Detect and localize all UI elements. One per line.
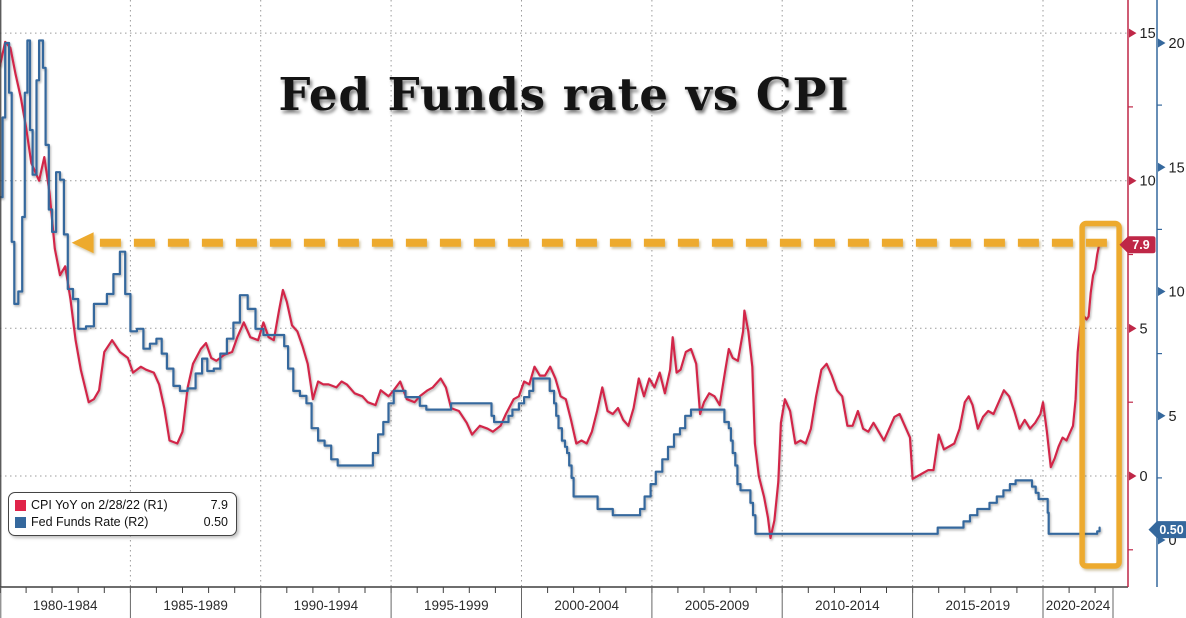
cpi-axis-tick-arrow	[1129, 28, 1137, 38]
legend-item-cpi: CPI YoY on 2/28/22 (R1) 7.9	[15, 497, 228, 513]
cpi-axis-tick-arrow	[1129, 323, 1137, 333]
fedfunds-axis-tick-label: 10	[1169, 285, 1185, 301]
chart-title: Fed Funds rate vs CPI	[278, 68, 850, 121]
data-series	[0, 39, 1101, 540]
chart-legend: CPI YoY on 2/28/22 (R1) 7.9 Fed Funds Ra…	[8, 492, 237, 536]
fedfunds-axis-tick-label: 20	[1169, 36, 1185, 52]
fedfunds-axis-tick-arrow	[1158, 411, 1166, 421]
annotations	[71, 220, 1122, 569]
cpi-axis-tick-label: 0	[1140, 469, 1148, 485]
x-axis-label: 1990-1994	[294, 598, 359, 613]
legend-value: 7.9	[210, 498, 228, 512]
legend-label: Fed Funds Rate (R2)	[31, 515, 149, 529]
x-axis-label: 1980-1984	[33, 598, 98, 613]
cpi-line	[0, 40, 1101, 540]
fedfunds-color-swatch	[15, 516, 26, 528]
fedfunds-axis-tick-arrow	[1158, 287, 1166, 297]
fedfunds-value-badge	[1148, 521, 1186, 539]
cpi-axis-tick-label: 15	[1140, 26, 1156, 42]
fedfunds-axis-tick-arrow	[1158, 162, 1166, 172]
cpi-axis-tick-arrow	[1129, 471, 1137, 481]
x-axis-label: 1985-1989	[163, 598, 228, 613]
cpi-axis-tick-label: 10	[1140, 174, 1156, 190]
x-axis-label: 2020-2024	[1046, 598, 1111, 613]
cpi-value-badge-label: 7.9	[1132, 238, 1149, 252]
fedfunds-axis-tick-label: 5	[1169, 409, 1177, 425]
fedfunds-axis-tick-label: 15	[1169, 160, 1185, 176]
legend-item-fedfunds: Fed Funds Rate (R2) 0.50	[15, 514, 228, 530]
x-axis-label: 2015-2019	[946, 598, 1011, 613]
legend-label: CPI YoY on 2/28/22 (R1)	[31, 498, 168, 512]
cpi-axis-tick-label: 5	[1140, 321, 1148, 337]
legend-value: 0.50	[203, 515, 228, 529]
x-axis-label: 2000-2004	[554, 598, 619, 613]
fed-funds-line	[0, 39, 1101, 535]
x-axis-label: 1995-1999	[424, 598, 489, 613]
dashed-arrow-head	[71, 232, 94, 254]
fedfunds-value-badge-label: 0.50	[1159, 523, 1183, 537]
highlight-box-annotation	[1079, 220, 1122, 569]
fedfunds-axis-tick-arrow	[1158, 38, 1166, 48]
cpi-color-swatch	[15, 499, 26, 511]
gridlines	[0, 0, 1128, 587]
x-axis-label: 2005-2009	[685, 598, 750, 613]
cpi-axis-tick-arrow	[1129, 176, 1137, 186]
x-axis-label: 2010-2014	[815, 598, 880, 613]
fedfunds-axis-tick-label: 0	[1169, 533, 1177, 549]
cpi-value-badge	[1119, 236, 1156, 254]
